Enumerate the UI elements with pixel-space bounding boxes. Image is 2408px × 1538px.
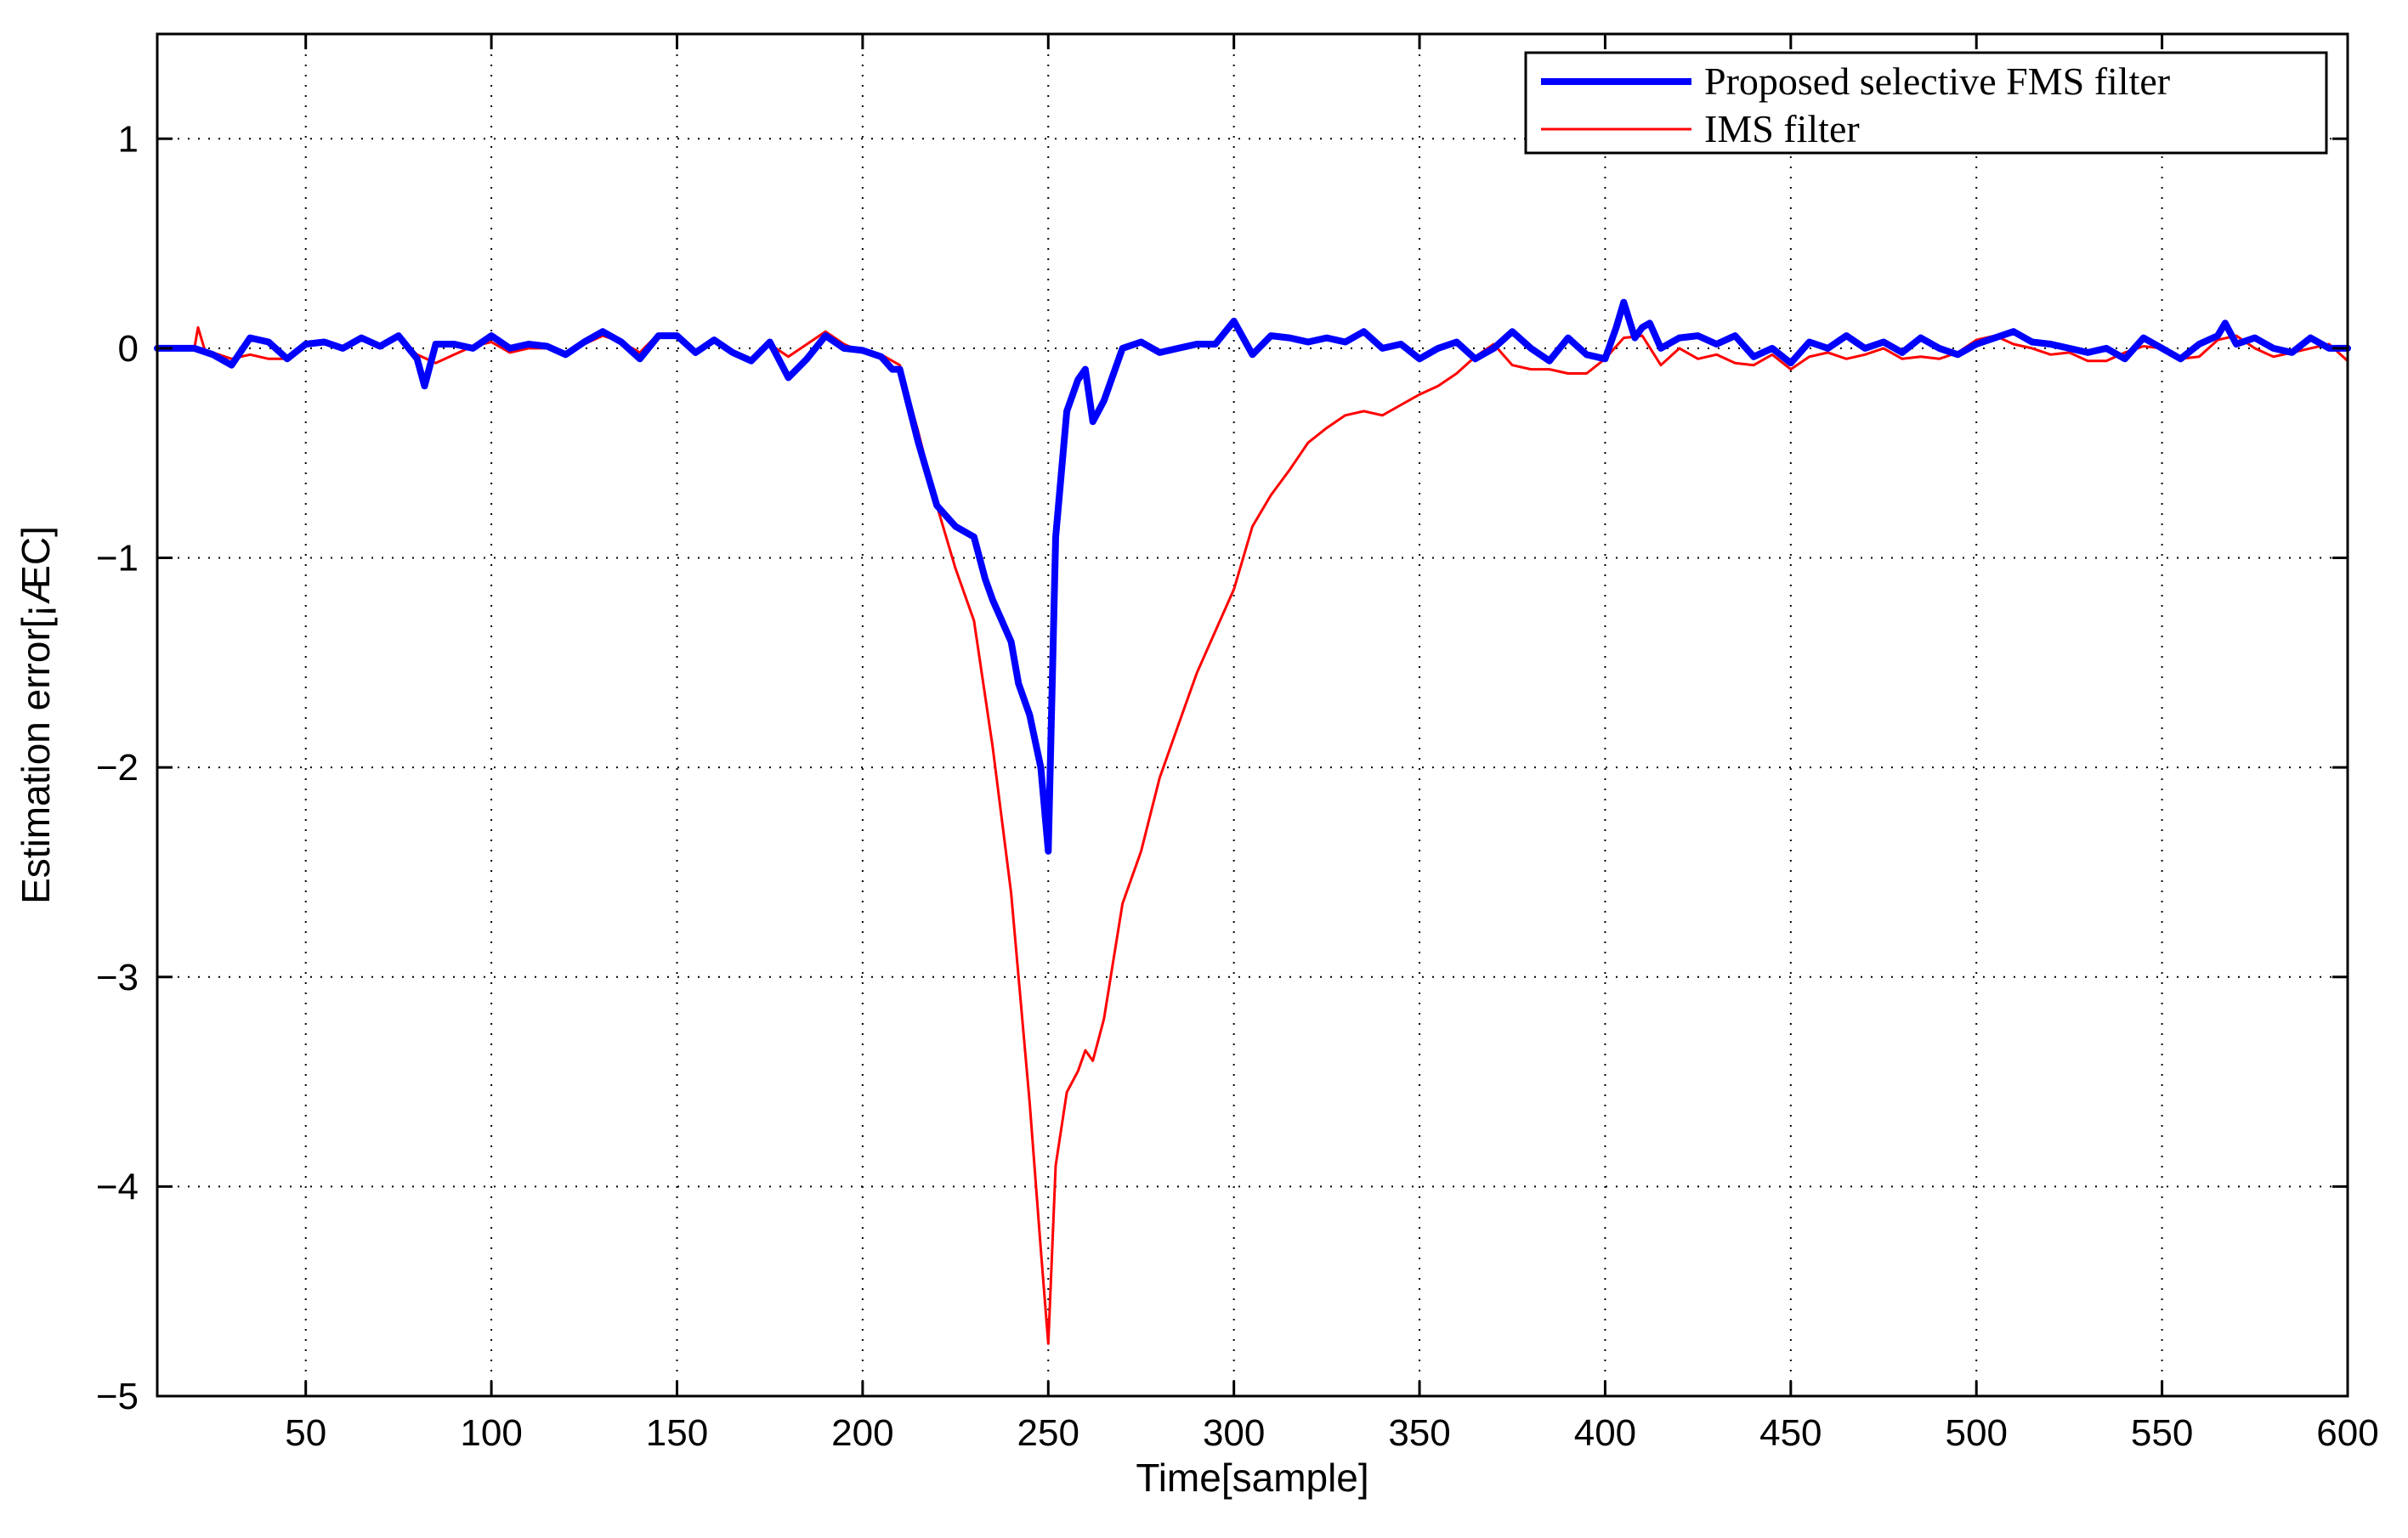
- series-line-fms: [154, 298, 2351, 855]
- x-tick-label: 300: [1203, 1412, 1265, 1454]
- x-axis-title: Time[sample]: [1136, 1456, 1368, 1500]
- legend-box: [1524, 51, 2328, 155]
- legend-label-fms: Proposed selective FMS filter: [1704, 59, 2170, 103]
- y-tick-label: −4: [96, 1166, 139, 1207]
- y-tick-label: 1: [118, 118, 139, 160]
- y-tick-label: −5: [96, 1376, 139, 1417]
- x-tick-label: 350: [1388, 1412, 1450, 1454]
- x-tick-label: 100: [460, 1412, 522, 1454]
- series-lines: [154, 298, 2351, 1345]
- x-tick-label: 200: [831, 1412, 893, 1454]
- legend: Proposed selective FMS filter IMS filter: [1524, 51, 2328, 155]
- x-tick-label: 50: [285, 1412, 326, 1454]
- plot-frame: [156, 32, 2349, 1398]
- y-tick-label: −3: [96, 957, 139, 998]
- axis-ticks: 50 100 150 200 250 300 350 400 450 500 550 600 1 0 −1 −…: [96, 34, 2379, 1454]
- x-tick-label: 500: [1946, 1412, 2008, 1454]
- x-tick-label: 150: [646, 1412, 708, 1454]
- y-tick-label: −2: [96, 747, 139, 789]
- x-tick-label: 250: [1017, 1412, 1079, 1454]
- x-tick-label: 450: [1759, 1412, 1822, 1454]
- y-axis-title: Estimation error[¡ÆC]: [14, 526, 58, 904]
- legend-label-ims: IMS filter: [1704, 107, 1860, 150]
- y-tick-label: −1: [96, 538, 139, 580]
- x-tick-label: 400: [1574, 1412, 1636, 1454]
- x-tick-label: 600: [2316, 1412, 2378, 1454]
- y-tick-label: 0: [118, 328, 139, 370]
- x-tick-label: 550: [2131, 1412, 2193, 1454]
